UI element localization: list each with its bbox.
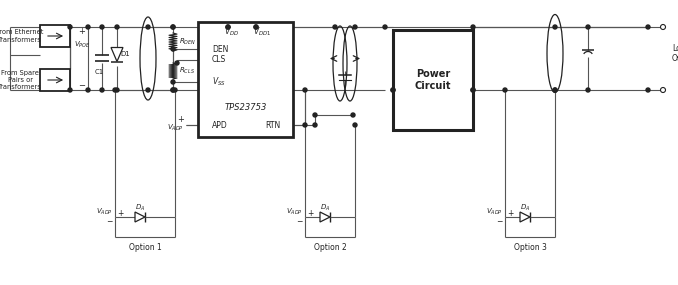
Circle shape [171, 25, 175, 29]
Circle shape [68, 25, 72, 29]
Text: $V_{POE}$: $V_{POE}$ [74, 39, 90, 50]
Circle shape [333, 25, 337, 29]
Text: CLS: CLS [212, 56, 226, 64]
Text: RTN: RTN [266, 121, 281, 129]
Circle shape [86, 88, 90, 92]
Text: −: − [79, 82, 85, 91]
Circle shape [383, 25, 387, 29]
Text: C1: C1 [94, 70, 104, 76]
Circle shape [586, 88, 590, 92]
Circle shape [100, 88, 104, 92]
Bar [393, 30, 473, 130]
Text: APD: APD [212, 121, 228, 129]
Text: +: + [177, 115, 184, 125]
Circle shape [553, 25, 557, 29]
Text: $V_{ADP}$: $V_{ADP}$ [96, 207, 113, 217]
Circle shape [254, 25, 258, 29]
Circle shape [586, 25, 590, 29]
Text: From Spare
Pairs or
Transformers: From Spare Pairs or Transformers [0, 70, 42, 90]
Circle shape [646, 88, 650, 92]
Circle shape [68, 88, 72, 92]
Polygon shape [320, 212, 330, 222]
Circle shape [313, 123, 317, 127]
Circle shape [146, 88, 150, 92]
Circle shape [115, 88, 119, 92]
Text: D1: D1 [120, 50, 130, 56]
Bar [40, 69, 70, 91]
Circle shape [471, 88, 475, 92]
Text: +: + [507, 209, 513, 217]
Text: Power
Circuit: Power Circuit [415, 69, 452, 91]
Circle shape [353, 25, 357, 29]
Text: $V_{SS}$: $V_{SS}$ [212, 76, 226, 88]
Text: +: + [117, 209, 123, 217]
Text: $D_A$: $D_A$ [135, 203, 145, 213]
Circle shape [471, 88, 475, 92]
Circle shape [171, 47, 175, 51]
Circle shape [254, 25, 258, 29]
Text: Option 1: Option 1 [129, 243, 161, 253]
Text: +: + [307, 209, 313, 217]
Circle shape [100, 25, 104, 29]
Circle shape [553, 88, 557, 92]
Circle shape [171, 25, 175, 29]
Circle shape [171, 80, 175, 84]
Circle shape [171, 88, 175, 92]
Circle shape [503, 88, 507, 92]
Bar [198, 22, 293, 137]
Circle shape [173, 88, 177, 92]
Circle shape [553, 88, 557, 92]
Circle shape [660, 25, 666, 30]
Text: −: − [106, 217, 113, 227]
Text: −: − [297, 217, 303, 227]
Text: $V_{ADP}$: $V_{ADP}$ [167, 123, 184, 133]
Text: $D_A$: $D_A$ [520, 203, 530, 213]
Circle shape [113, 88, 117, 92]
Text: $D_A$: $D_A$ [320, 203, 330, 213]
Circle shape [115, 25, 119, 29]
Text: $V_{ADP}$: $V_{ADP}$ [286, 207, 303, 217]
Text: $V_{DD1}$: $V_{DD1}$ [254, 26, 272, 38]
Circle shape [303, 88, 307, 92]
Text: Option 3: Option 3 [513, 243, 546, 253]
Circle shape [226, 25, 230, 29]
Text: −: − [496, 217, 503, 227]
Circle shape [226, 25, 230, 29]
Circle shape [171, 88, 175, 92]
Polygon shape [520, 212, 530, 222]
Circle shape [313, 113, 317, 117]
Circle shape [175, 61, 179, 65]
Circle shape [351, 113, 355, 117]
Text: Low-Voltage
Output: Low-Voltage Output [672, 44, 678, 63]
Text: $V_{ADP}$: $V_{ADP}$ [486, 207, 503, 217]
Circle shape [471, 25, 475, 29]
Text: Option 2: Option 2 [314, 243, 346, 253]
Circle shape [391, 88, 395, 92]
Text: +: + [79, 27, 85, 36]
Circle shape [86, 25, 90, 29]
Text: DEN: DEN [212, 44, 228, 54]
Text: $R_{DEN}$: $R_{DEN}$ [179, 37, 196, 47]
Circle shape [646, 25, 650, 29]
Polygon shape [111, 48, 123, 62]
Circle shape [146, 25, 150, 29]
Bar [40, 25, 70, 47]
Circle shape [353, 123, 357, 127]
Circle shape [303, 123, 307, 127]
Circle shape [660, 87, 666, 93]
Text: From Ethernet
Transformers: From Ethernet Transformers [0, 30, 43, 42]
Polygon shape [135, 212, 145, 222]
Text: $V_{DD}$: $V_{DD}$ [224, 26, 239, 38]
Text: TPS23753: TPS23753 [224, 103, 266, 111]
Circle shape [391, 88, 395, 92]
Text: $R_{CLS}$: $R_{CLS}$ [179, 66, 195, 76]
